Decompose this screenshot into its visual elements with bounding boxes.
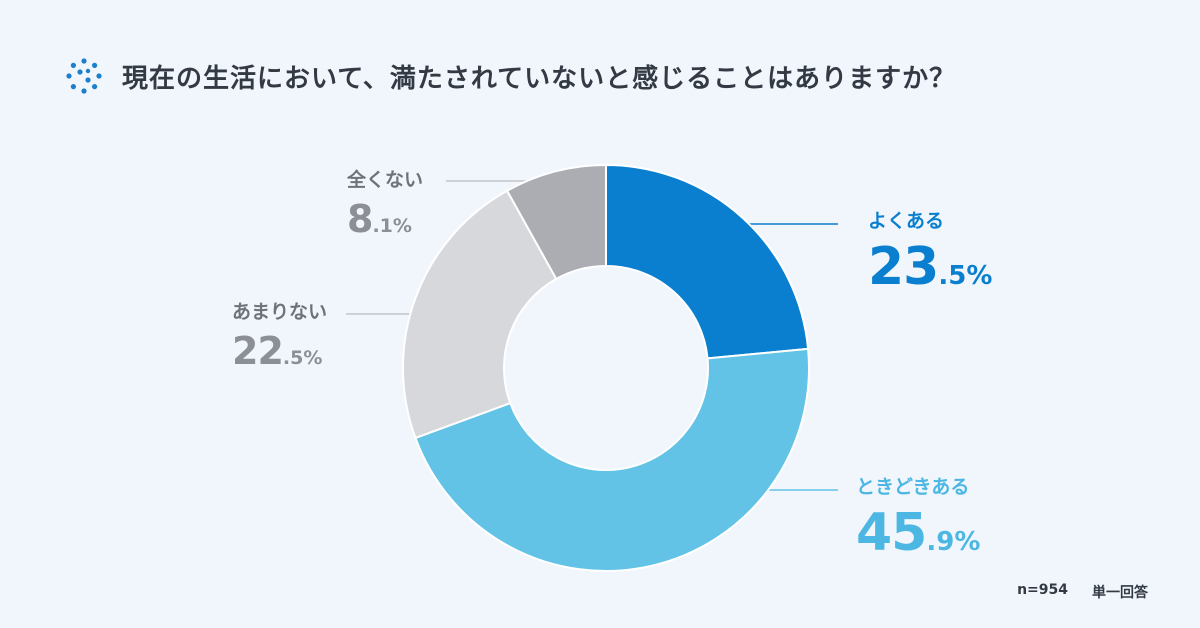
slice-label: 全くない 8.1% [347, 169, 424, 241]
slice-label-name: 全くない [347, 169, 424, 191]
slice-label-value: 22.5% [232, 329, 323, 373]
slice-label: あまりない 22.5% [232, 301, 328, 373]
answer-type: 単一回答 [1092, 585, 1148, 601]
slice-label-name: よくある [868, 210, 945, 232]
dots-circle-icon [66, 58, 102, 94]
title-row: 現在の生活において、満たされていないと感じることはありますか？ [64, 56, 956, 96]
slice-label-name: ときどきある [856, 476, 970, 498]
slice-label-name: あまりない [232, 301, 328, 323]
donut-slice [414, 347, 810, 572]
slice-label: よくある 23.5% [868, 210, 993, 297]
sample-size: n=954 [1017, 582, 1068, 598]
slice-label-value: 8.1% [347, 197, 412, 241]
donut-slice [402, 189, 558, 440]
footer: n=954 単一回答 [1017, 582, 1148, 602]
slice-label-value: 23.5% [868, 237, 993, 297]
donut-slice [505, 163, 607, 281]
slice-label-value: 45.9% [856, 503, 981, 563]
slice-label: ときどきある 45.9% [856, 476, 981, 563]
chart-title: 現在の生活において、満たされていないと感じることはありますか？ [122, 63, 957, 94]
donut-slice [605, 163, 810, 360]
